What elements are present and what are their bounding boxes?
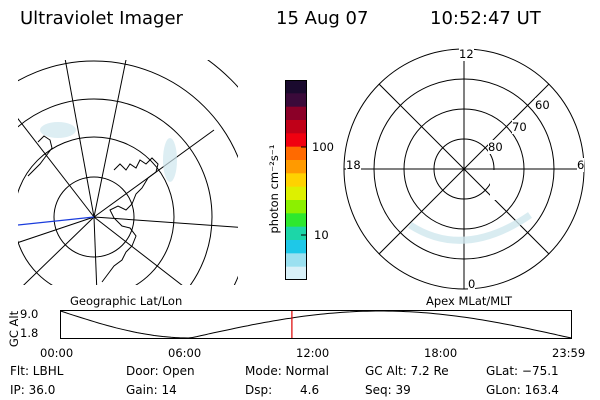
info-gain: Gain: 14 — [126, 383, 177, 397]
alt-xtick-0600: 06:00 — [168, 346, 202, 360]
colorbar-swatch — [285, 253, 307, 268]
mlat-label-60: 60 — [535, 98, 550, 112]
meridian — [93, 60, 127, 218]
coastline — [27, 135, 53, 177]
apex-caption: Apex MLat/MLT — [426, 294, 513, 308]
lat-circle — [18, 60, 238, 285]
info-gc-alt: GC Alt: 7.2 Re — [365, 364, 449, 378]
meridian — [64, 60, 95, 218]
meridian — [93, 216, 183, 285]
info-ip: IP: 36.0 — [10, 383, 56, 397]
meridian — [93, 216, 238, 228]
time-text: 10:52:47 UT — [430, 8, 541, 29]
colorbar-swatch — [285, 186, 307, 201]
geographic-caption: Geographic Lat/Lon — [70, 294, 183, 308]
alt-xtick-0000: 00:00 — [40, 346, 74, 360]
mlat-label-70: 70 — [512, 120, 527, 134]
colorbar-swatch — [285, 120, 307, 134]
info-flt: Flt: LBHL — [10, 364, 64, 378]
colorbar-swatch — [285, 106, 307, 121]
date-text: 15 Aug 07 — [276, 8, 369, 29]
aurora-glow — [40, 122, 76, 138]
sun-direction-line — [18, 216, 95, 226]
alt-ytick-bottom: 1.8 — [20, 326, 39, 340]
colorbar-swatch — [285, 173, 307, 188]
polar-plot — [343, 48, 585, 290]
info-glon: GLon: 163.4 — [486, 383, 559, 397]
info-door: Door: Open — [126, 364, 195, 378]
colorbar-swatch — [285, 93, 307, 108]
lat-circle — [18, 98, 213, 285]
coastline — [101, 157, 159, 283]
mlt-label-18: 18 — [346, 158, 361, 172]
mlt-label-0: 0 — [468, 277, 476, 291]
colorbar-swatch — [285, 240, 307, 254]
info-mode: Mode: Normal — [245, 364, 329, 378]
altitude-curve — [60, 310, 572, 339]
alt-xtick-1200: 12:00 — [296, 346, 330, 360]
mlt-diag-2 — [378, 83, 550, 255]
aurora-glow — [163, 138, 177, 182]
info-dsp-value: 4.6 — [300, 383, 320, 397]
alt-ytick-top: 9.0 — [20, 307, 39, 321]
colorbar-swatch — [285, 200, 307, 214]
colorbar-tick-100: 100 — [312, 140, 334, 154]
meridian — [18, 216, 95, 244]
colorbar-swatch — [285, 160, 307, 174]
lat-circle — [18, 136, 175, 285]
colorbar-swatch — [285, 226, 307, 241]
mlat-label-80: 80 — [488, 140, 503, 154]
lat-circle — [207, 60, 238, 88]
alt-xtick-1800: 18:00 — [424, 346, 458, 360]
colorbar-swatch — [285, 213, 307, 228]
info-dsp-label: Dsp: — [245, 383, 273, 397]
colorbar-swatch — [285, 266, 307, 280]
mlt-label-12: 12 — [459, 47, 474, 61]
aurora-oval — [408, 212, 532, 244]
alt-ylabel: GC Alt — [7, 310, 21, 348]
alt-xtick-2359: 23:59 — [552, 346, 586, 360]
mlt-label-6: 6 — [577, 158, 585, 172]
geographic-map — [18, 60, 238, 285]
meridian — [93, 216, 98, 285]
info-seq: Seq: 39 — [365, 383, 411, 397]
colorbar-unit-label: photon cm⁻²s⁻¹ — [267, 144, 281, 234]
lat-circle — [53, 176, 135, 258]
colorbar-swatch — [285, 133, 307, 148]
colorbar — [285, 80, 307, 280]
meridian — [23, 216, 95, 285]
colorbar-tick-10: 10 — [314, 228, 329, 242]
altitude-plot — [60, 310, 572, 339]
info-glat: GLat: −75.1 — [486, 364, 559, 378]
meridian — [18, 117, 95, 218]
instrument-title: Ultraviolet Imager — [20, 8, 183, 29]
colorbar-swatch — [285, 146, 307, 161]
colorbar-swatch — [285, 80, 307, 94]
